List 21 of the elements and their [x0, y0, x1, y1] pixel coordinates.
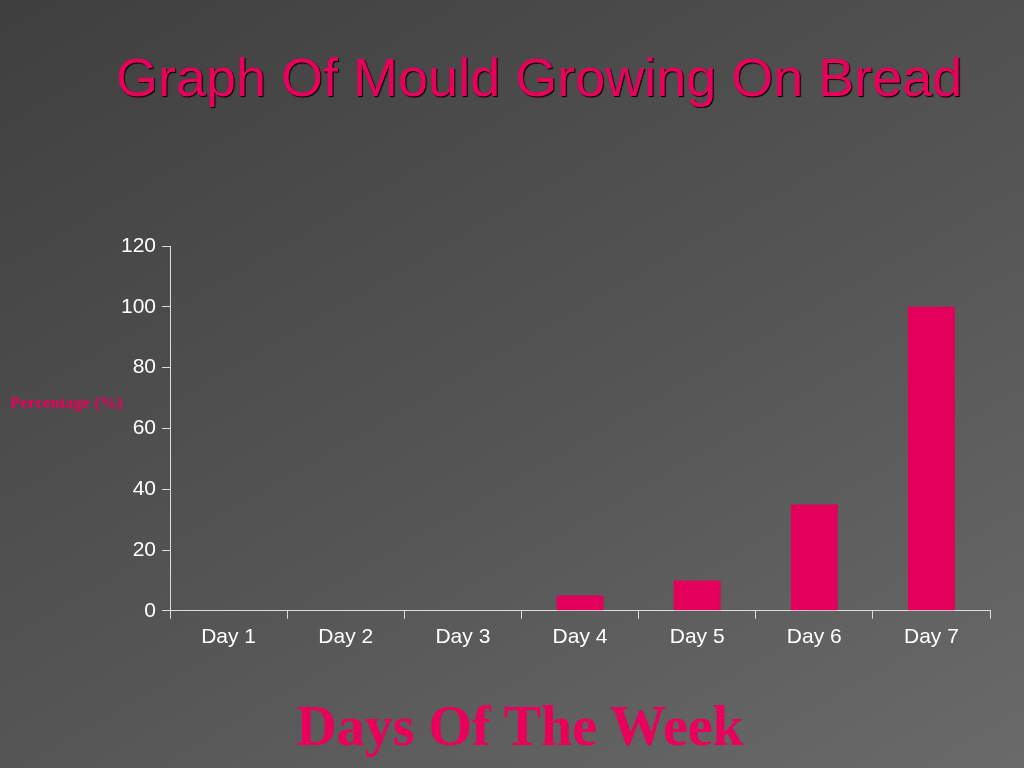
y-tick-label: 20	[132, 536, 157, 560]
y-tick-label: 80	[132, 354, 157, 378]
x-tick-label: Day 7	[904, 624, 959, 648]
y-axis-title: Percentage (%)	[10, 393, 123, 413]
x-tick-label: Day 5	[669, 624, 725, 648]
y-tick-label: 40	[132, 476, 157, 499]
bar	[556, 595, 604, 611]
chart-title: Graph Of Mould Growing On Bread	[116, 46, 964, 109]
y-tick-label: 120	[120, 232, 157, 256]
y-tick-label: 60	[132, 415, 157, 439]
x-tick-label: Day 3	[435, 624, 491, 648]
y-tick-label: 0	[144, 597, 157, 621]
x-tick-label: Day 1	[201, 624, 257, 648]
bar	[673, 580, 721, 611]
x-tick-label: Day 6	[786, 624, 842, 648]
y-tick-label: 100	[120, 293, 157, 317]
bar	[790, 504, 838, 611]
x-tick-label: Day 2	[318, 624, 374, 648]
x-tick-label: Day 4	[552, 624, 608, 648]
bar	[908, 306, 955, 611]
x-axis-title: Days Of The Week	[295, 694, 745, 758]
